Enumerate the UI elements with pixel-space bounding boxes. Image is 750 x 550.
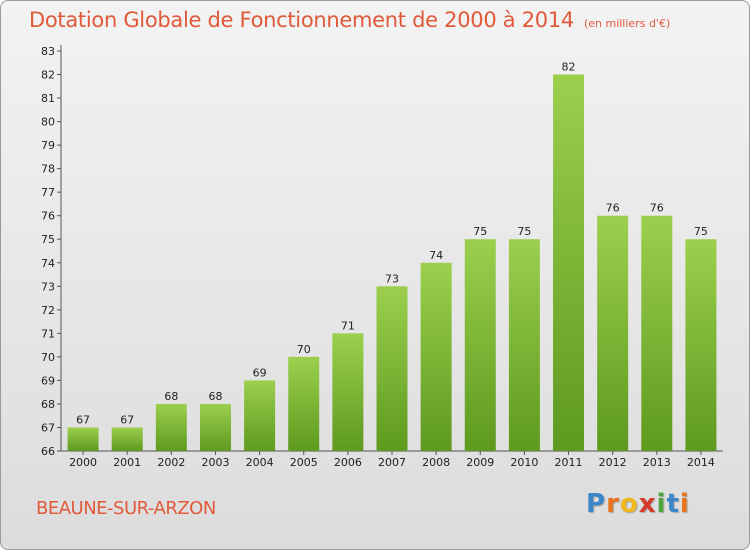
bar bbox=[332, 333, 364, 451]
bar bbox=[508, 239, 540, 451]
bar bbox=[420, 262, 452, 451]
y-tick-label: 69 bbox=[41, 374, 55, 387]
y-tick-label: 71 bbox=[41, 327, 55, 340]
x-tick-label: 2014 bbox=[687, 456, 715, 469]
x-tick-label: 2007 bbox=[378, 456, 406, 469]
label-layer: 2000 67 2001 67 2002 68 2003 68 2004 69 2005 70 2006… bbox=[69, 61, 715, 469]
bar bbox=[199, 403, 231, 451]
brand-logo[interactable]: Proxiti bbox=[586, 489, 690, 519]
bar bbox=[553, 74, 585, 451]
data-label: 68 bbox=[164, 390, 178, 403]
brand-letter: r bbox=[606, 489, 620, 519]
y-tick-label: 72 bbox=[41, 304, 55, 317]
x-tick-label: 2011 bbox=[555, 456, 583, 469]
y-tick-label: 82 bbox=[41, 69, 55, 82]
brand-letter: t bbox=[666, 489, 680, 519]
data-label: 74 bbox=[429, 249, 443, 262]
brand-letter: i bbox=[679, 489, 690, 519]
data-label: 76 bbox=[606, 202, 620, 215]
brand-letter: o bbox=[619, 489, 639, 519]
y-tick-label: 75 bbox=[41, 233, 55, 246]
x-tick-label: 2000 bbox=[69, 456, 97, 469]
data-label: 73 bbox=[385, 272, 399, 285]
data-label: 82 bbox=[562, 61, 576, 74]
brand-letter: x bbox=[638, 489, 657, 519]
y-tick-label: 81 bbox=[41, 92, 55, 105]
y-tick-label: 80 bbox=[41, 116, 55, 129]
chart-title-text: Dotation Globale de Fonctionnement de 20… bbox=[29, 8, 574, 32]
chart-unit: (en milliers d'€) bbox=[583, 17, 671, 30]
x-tick-label: 2004 bbox=[246, 456, 274, 469]
bar bbox=[641, 215, 673, 451]
y-tick-label: 83 bbox=[41, 45, 55, 58]
x-tick-label: 2010 bbox=[510, 456, 538, 469]
axis-layer: 66 67 68 69 70 71 72 73 74 75 76 77 78 79 80 81 82 83 bbox=[41, 45, 723, 458]
x-tick-label: 2005 bbox=[290, 456, 318, 469]
bar bbox=[111, 427, 143, 451]
data-label: 67 bbox=[76, 413, 90, 426]
bar bbox=[288, 356, 320, 451]
y-tick-label: 79 bbox=[41, 139, 55, 152]
bar-layer bbox=[67, 74, 717, 451]
y-tick-label: 77 bbox=[41, 186, 55, 199]
bar bbox=[244, 380, 276, 451]
bar bbox=[597, 215, 629, 451]
x-tick-label: 2003 bbox=[201, 456, 229, 469]
x-tick-label: 2006 bbox=[334, 456, 362, 469]
data-label: 68 bbox=[208, 390, 222, 403]
y-tick-label: 70 bbox=[41, 351, 55, 364]
data-label: 75 bbox=[694, 225, 708, 238]
data-label: 71 bbox=[341, 319, 355, 332]
data-label: 75 bbox=[517, 225, 531, 238]
x-tick-label: 2002 bbox=[157, 456, 185, 469]
x-tick-label: 2001 bbox=[113, 456, 141, 469]
bar bbox=[685, 239, 717, 451]
y-tick-label: 66 bbox=[41, 445, 55, 458]
y-tick-label: 73 bbox=[41, 280, 55, 293]
x-tick-label: 2012 bbox=[599, 456, 627, 469]
brand-letter: P bbox=[586, 489, 607, 519]
y-tick-label: 68 bbox=[41, 398, 55, 411]
y-tick-label: 74 bbox=[41, 257, 55, 270]
commune-name: BEAUNE-SUR-ARZON bbox=[36, 498, 216, 519]
data-label: 69 bbox=[253, 366, 267, 379]
data-label: 75 bbox=[473, 225, 487, 238]
y-tick-label: 67 bbox=[41, 421, 55, 434]
x-tick-label: 2009 bbox=[466, 456, 494, 469]
y-tick-label: 76 bbox=[41, 210, 55, 223]
data-label: 67 bbox=[120, 413, 134, 426]
bar bbox=[155, 403, 187, 451]
chart-title: Dotation Globale de Fonctionnement de 20… bbox=[29, 8, 670, 32]
brand-letter: i bbox=[656, 489, 667, 519]
data-label: 70 bbox=[297, 343, 311, 356]
bar bbox=[376, 286, 408, 451]
data-label: 76 bbox=[650, 202, 664, 215]
bar bbox=[464, 239, 496, 451]
y-tick-label: 78 bbox=[41, 163, 55, 176]
x-tick-label: 2008 bbox=[422, 456, 450, 469]
bar bbox=[67, 427, 99, 451]
x-tick-label: 2013 bbox=[643, 456, 671, 469]
